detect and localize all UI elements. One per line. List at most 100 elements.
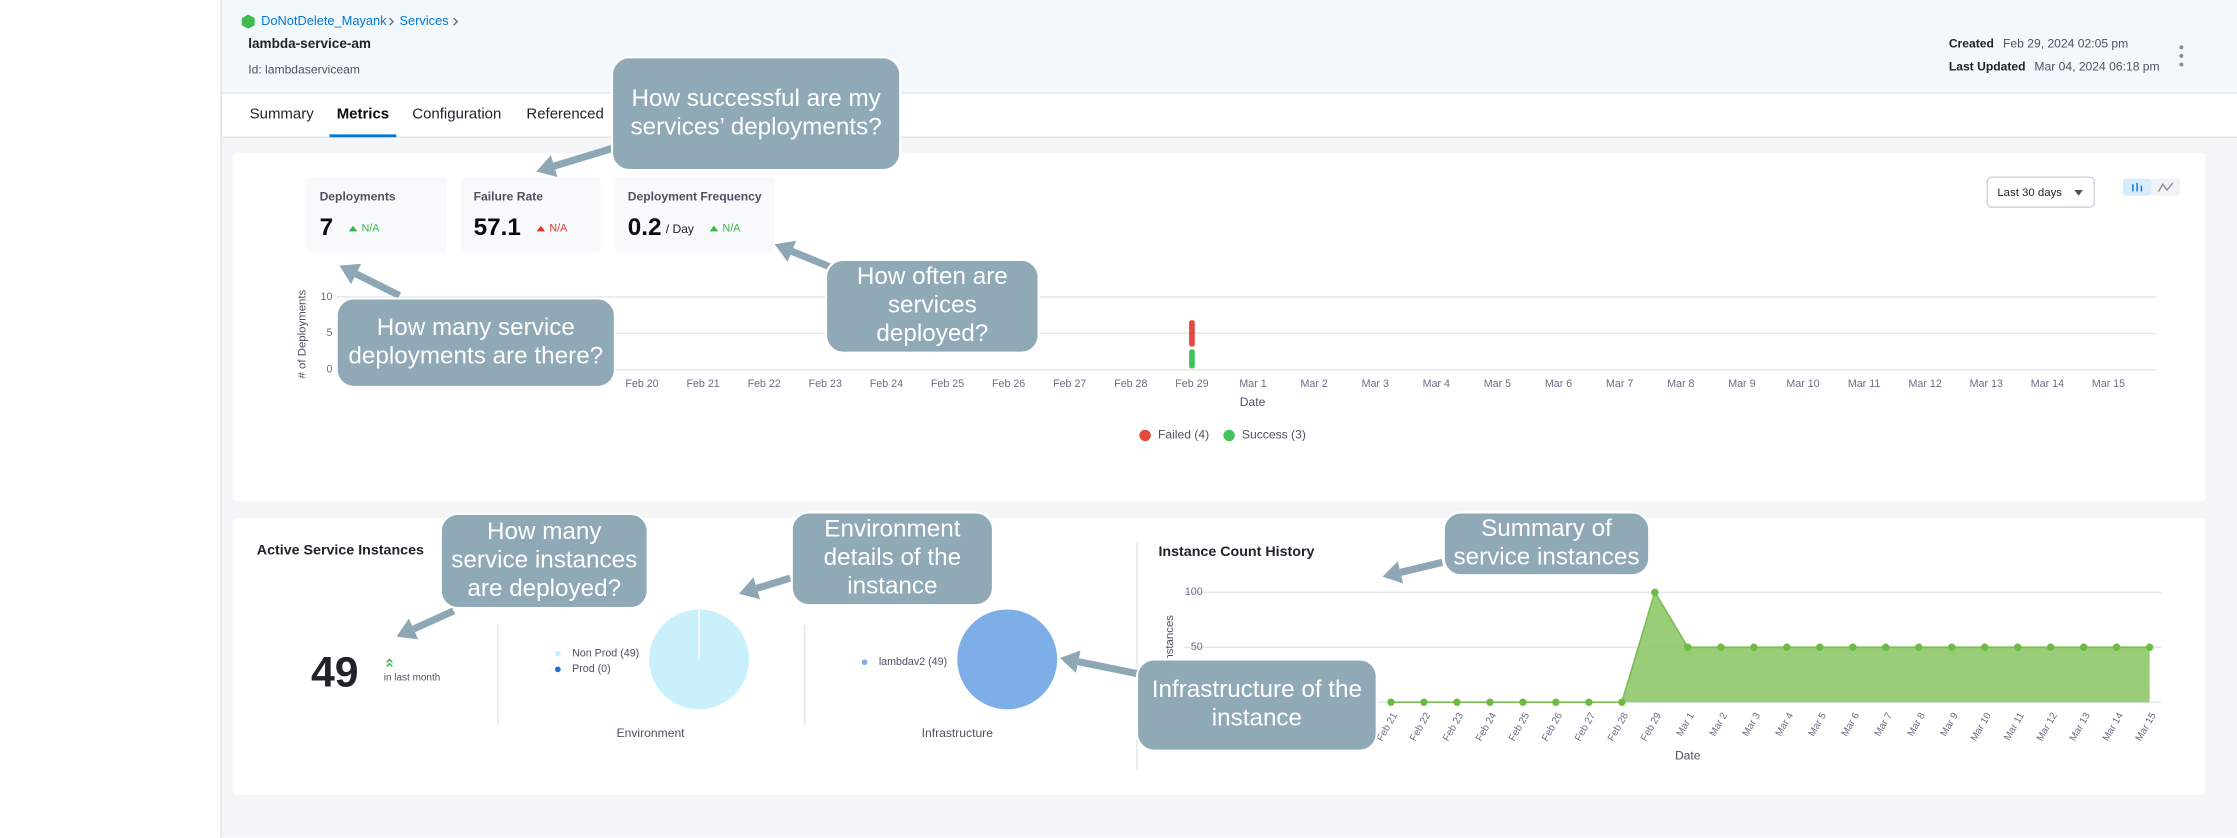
x-tick-label: Mar 14 <box>2031 378 2064 390</box>
y-tick-label: 0 <box>326 364 332 376</box>
callout-box <box>335 297 616 388</box>
tab[interactable]: Configuration <box>412 105 501 122</box>
point <box>1453 698 1461 706</box>
x-tick-label: Mar 6 <box>1545 378 1572 390</box>
callout-text: are deployed? <box>467 575 621 602</box>
callout-arrowhead <box>339 263 362 285</box>
metric-label: Failure Rate <box>474 189 544 203</box>
x-tick-label: Mar 3 <box>1362 378 1389 390</box>
time-range-dropdown[interactable] <box>1986 176 2096 208</box>
point <box>1552 698 1560 706</box>
callout-arrowhead <box>1060 650 1081 673</box>
callout-text: How often are <box>857 263 1008 290</box>
callout-arrow <box>790 247 832 271</box>
callout-box <box>824 258 1040 354</box>
x-tick-label: Mar 7 <box>1606 378 1633 390</box>
point <box>1948 643 1956 651</box>
updated-date: Mar 04, 2024 06:18 pm <box>2034 60 2159 74</box>
x-tick-label: Mar 9 <box>1728 378 1755 390</box>
y-tick-label: 100 <box>1185 586 1203 598</box>
point <box>1651 588 1659 597</box>
legend-label: Success (3) <box>1242 428 1306 442</box>
callout-arrow <box>1399 558 1444 576</box>
callout-arrowhead <box>739 577 761 600</box>
point <box>1618 698 1626 706</box>
kebab-menu[interactable] <box>2179 45 2184 67</box>
callout-arrowhead <box>1382 561 1404 584</box>
callout-arrowhead <box>396 618 419 640</box>
callout-text: How successful are my <box>631 85 881 112</box>
point <box>1915 643 1923 651</box>
x-tick-label: Mar 5 <box>1484 378 1511 390</box>
trend-icon <box>709 225 719 232</box>
metric-unit: / Day <box>666 222 695 236</box>
legend-label: lambdav2 (49) <box>879 656 947 668</box>
metric-value: 57.1 <box>474 214 521 241</box>
x-tick-label: Mar 4 <box>1423 378 1450 390</box>
point <box>1816 643 1824 651</box>
bar-icon <box>2132 182 2143 192</box>
instance-count: 49 <box>311 648 359 696</box>
x-tick-label: Feb 25 <box>931 378 964 390</box>
y-tick-label: 5 <box>326 327 332 339</box>
pie-slice <box>957 609 1058 710</box>
breadcrumb-link[interactable]: Services <box>399 13 448 28</box>
callout-text: Infrastructure of the <box>1152 676 1362 703</box>
point <box>1519 698 1527 706</box>
callout-box <box>1442 511 1651 577</box>
x-tick-label: Mar 1 <box>1239 378 1266 390</box>
callout-arrowhead <box>774 240 797 262</box>
x-tick-label: Mar 13 <box>1970 378 2003 390</box>
point <box>1420 698 1428 706</box>
legend-swatch <box>1223 429 1235 442</box>
chevron <box>388 17 395 26</box>
callout-box <box>1135 658 1378 752</box>
legend-swatch <box>1139 429 1151 442</box>
metric-card <box>614 177 775 253</box>
x-tick-label: Feb 24 <box>870 378 903 390</box>
y-axis-label: Instances <box>1164 615 1176 664</box>
x-tick-label: Mar 2 <box>1300 378 1327 390</box>
callout-arrow <box>1077 658 1138 678</box>
point <box>2145 643 2154 651</box>
legend-swatch <box>554 650 561 657</box>
tab[interactable]: Summary <box>250 105 315 122</box>
service-title: lambda-service-am <box>248 36 371 51</box>
legend-item: Failed (4) <box>1139 428 1209 442</box>
tab[interactable]: Referenced <box>526 105 603 122</box>
legend-label: Non Prod (49) <box>572 648 639 660</box>
point <box>2112 643 2121 651</box>
bar <box>1189 349 1195 369</box>
breadcrumb-link[interactable]: DoNotDelete_Mayank <box>261 13 387 28</box>
callout-text: Environment <box>824 516 960 543</box>
metric-change: N/A <box>723 222 742 234</box>
up-icon <box>386 662 393 668</box>
x-tick-label: Mar 12 <box>1909 378 1942 390</box>
x-tick-label: Feb 28 <box>1114 378 1147 390</box>
trend-icon <box>348 225 358 232</box>
caret <box>2074 190 2083 196</box>
x-tick-label: Mar 11 <box>1848 378 1881 390</box>
point <box>1750 643 1758 651</box>
x-tick-label: Feb 27 <box>1053 378 1086 390</box>
line-icon <box>2157 182 2174 192</box>
pie-label: Infrastructure <box>922 726 994 740</box>
callout-text: Summary of <box>1481 515 1612 542</box>
callout-arrow <box>755 574 792 592</box>
x-axis-label: Date <box>1675 749 1701 763</box>
metric-card <box>460 177 601 253</box>
metric-change: N/A <box>549 222 568 234</box>
metric-card <box>306 177 447 253</box>
point <box>2046 643 2055 651</box>
callout-box <box>610 56 902 172</box>
service-id: Id: lambdaserviceam <box>248 62 360 76</box>
callout-arrow <box>412 607 456 633</box>
point <box>1981 643 1989 651</box>
x-tick-label: Mar 15 <box>2092 378 2125 390</box>
x-tick-label: Feb 23 <box>809 378 842 390</box>
legend-swatch <box>554 666 561 673</box>
callout-text: services’ deployments? <box>631 113 882 140</box>
tab[interactable]: Metrics <box>337 105 389 122</box>
trend-icon <box>536 225 546 232</box>
